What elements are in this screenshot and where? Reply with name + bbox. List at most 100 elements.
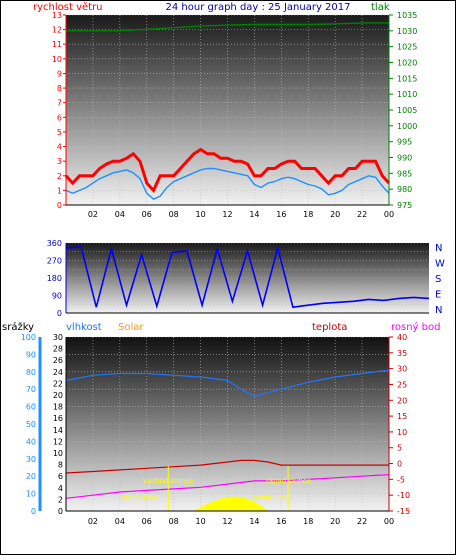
wind-x-tick-label: 16 [276,210,286,219]
pressure-tick-label: 1020 [397,59,417,68]
wind-x-tick-label: 04 [115,210,125,219]
series-layer [64,22,430,511]
rain-tick-label: 50 [26,420,36,429]
wind-x-tick-label: 06 [142,210,152,219]
pressure-tick-label: 990 [397,154,412,163]
temp-x-tick-label: 18 [303,517,313,526]
humidity-tick-label: 0 [58,507,63,516]
wind-tick-label: 1 [57,186,62,195]
solar-axis-title: Solar [118,322,144,333]
temp-x-tick-label: 20 [330,517,340,526]
pressure-tick-label: 1005 [397,106,417,115]
rain-tick-label: 100 [21,333,36,342]
moonrise-label: Moon Rise [122,494,158,502]
temperature-tick-label: 25 [397,380,407,389]
pressure-tick-label: 995 [397,138,412,147]
pressure-tick-label: 975 [397,201,412,210]
humidity-tick-label: 30 [53,333,63,342]
humidity-tick-label: 28 [53,345,63,354]
temp-x-tick-label: 14 [249,517,259,526]
direction-tick-label: 360 [47,239,62,248]
temperature-tick-label: 5 [397,444,402,453]
temp-x-tick-label: 12 [222,517,232,526]
wind-x-tick-label: 18 [303,210,313,219]
wind-x-tick-label: 22 [357,210,367,219]
rain-tick-label: 70 [26,385,36,394]
wind-tick-label: 8 [57,84,62,93]
direction-tick-label: 0 [57,309,62,318]
wind-series-0 [64,147,391,194]
wind-tick-label: 2 [57,172,62,181]
temperature-tick-label: 30 [397,365,407,374]
compass-label: S [435,274,441,285]
rain-tick-label: 80 [26,368,36,377]
pressure-tick-label: 1015 [397,74,417,83]
wind-speed-axis-title: rychlost větru [33,1,103,13]
wind-x-tick-label: 10 [195,210,205,219]
dewpoint-axis-title: rosný bod [391,321,440,333]
wind-series-2 [66,22,389,32]
temperature-tick-label: 15 [397,412,407,421]
temp-x-tick-label: 00 [384,517,394,526]
rain-tick-label: 20 [26,472,36,481]
rain-tick-label: 40 [26,437,36,446]
humidity-axis-title: vlhkost [66,322,102,333]
sunset-label: západ slunce [265,477,311,485]
wind-tick-label: 4 [57,143,62,152]
pressure-tick-label: 1000 [397,122,417,131]
pressure-tick-label: 1035 [397,11,417,20]
humidity-tick-label: 12 [53,437,63,446]
wind-tick-label: 5 [57,128,62,137]
temperature-tick-label: 0 [397,460,402,469]
rain-axis-title: srážky [2,321,34,333]
pressure-tick-label: 1025 [397,43,417,52]
temp-series-1 [65,459,389,474]
temp-series-2 [65,474,390,499]
solar-area [193,496,268,511]
compass-label: N [435,243,442,254]
wind-x-tick-label: 12 [222,210,232,219]
humidity-tick-label: 16 [53,414,63,423]
humidity-tick-label: 14 [53,426,63,435]
wind-x-tick-label: 00 [384,210,394,219]
pressure-tick-label: 985 [397,169,412,178]
pressure-tick-label: 1010 [397,90,417,99]
pressure-tick-label: 980 [397,185,412,194]
moonset-label: Moon Set [253,494,286,502]
humidity-tick-label: 6 [58,472,63,481]
temperature-tick-label: 35 [397,349,407,358]
humidity-tick-label: 18 [53,403,63,412]
temp-x-tick-label: 22 [357,517,367,526]
wind-tick-label: 9 [57,69,62,78]
rain-tick-label: 60 [26,403,36,412]
direction-tick-label: 180 [47,274,62,283]
sunrise-label: východ slunce [143,477,193,485]
compass-label: N [435,305,442,316]
rain-tick-label: 0 [31,507,36,516]
wind-tick-label: 13 [52,11,62,20]
wind-series-1 [65,167,390,201]
wind-x-tick-label: 08 [169,210,179,219]
temp-series-0 [65,369,390,397]
temperature-tick-label: 20 [397,396,407,405]
compass-label: W [435,259,445,270]
wind-tick-label: 11 [52,40,62,49]
humidity-tick-label: 8 [58,461,63,470]
temp-x-tick-label: 10 [195,517,205,526]
humidity-tick-label: 24 [53,368,63,377]
temp-x-tick-label: 02 [88,517,98,526]
temperature-tick-label: -15 [397,507,410,516]
wind-tick-label: 7 [57,99,62,108]
wind-x-tick-label: 20 [330,210,340,219]
humidity-tick-label: 10 [53,449,63,458]
rain-tick-label: 90 [26,350,36,359]
rain-tick-label: 30 [26,455,36,464]
wind-x-tick-label: 02 [88,210,98,219]
temp-x-tick-label: 04 [115,517,125,526]
wind-panel-bg [66,15,389,205]
wind-tick-label: 10 [52,55,62,64]
direction-series [65,244,430,310]
humidity-tick-label: 20 [53,391,63,400]
pressure-tick-label: 1030 [397,27,417,36]
